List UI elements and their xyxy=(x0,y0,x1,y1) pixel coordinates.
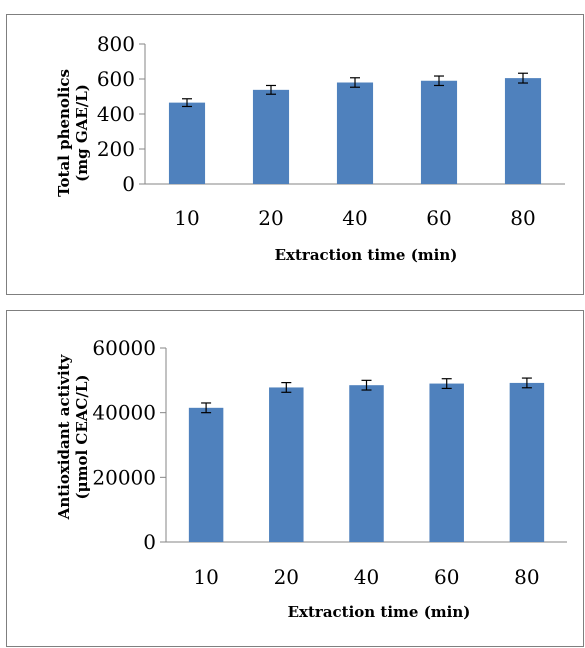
bar xyxy=(421,81,457,184)
y-axis-title-line1: Antioxidant activity xyxy=(55,353,73,520)
y-axis-title-line1: Total phenolics xyxy=(55,69,73,197)
y-tick-label: 600 xyxy=(97,67,135,91)
x-tick-label: 20 xyxy=(258,206,283,230)
bar xyxy=(189,408,223,542)
y-tick-label: 60000 xyxy=(92,336,156,360)
y-tick-label: 800 xyxy=(97,32,135,56)
y-tick-label: 200 xyxy=(97,137,135,161)
bar xyxy=(253,90,289,184)
x-tick-label: 40 xyxy=(354,565,379,589)
x-tick-label: 60 xyxy=(434,565,459,589)
y-tick-label: 20000 xyxy=(92,465,156,489)
y-tick-label: 0 xyxy=(143,530,156,554)
bar xyxy=(337,83,373,185)
y-axis-title-line2: (μmol CEAC/L) xyxy=(73,375,91,500)
x-tick-label: 80 xyxy=(514,565,539,589)
x-axis-title: Extraction time (min) xyxy=(275,246,458,264)
bar xyxy=(169,103,205,184)
chart-panel-antioxidant-activity: Antioxidant activity (μmol CEAC/L) Extra… xyxy=(6,310,584,647)
x-tick-label: 10 xyxy=(174,206,199,230)
y-tick-label: 40000 xyxy=(92,401,156,425)
y-tick-label: 0 xyxy=(122,172,135,196)
x-tick-label: 40 xyxy=(342,206,367,230)
bar xyxy=(505,78,541,184)
x-tick-label: 60 xyxy=(426,206,451,230)
x-axis-title: Extraction time (min) xyxy=(288,603,471,621)
y-tick-label: 400 xyxy=(97,102,135,126)
x-tick-label: 10 xyxy=(193,565,218,589)
x-tick-label: 80 xyxy=(510,206,535,230)
bar xyxy=(510,383,544,542)
bar xyxy=(349,385,383,542)
bar xyxy=(429,384,463,542)
chart-total-phenolics: Total phenolics (mg GAE/L) Extraction ti… xyxy=(7,15,585,296)
chart-antioxidant-activity: Antioxidant activity (μmol CEAC/L) Extra… xyxy=(7,311,585,648)
x-tick-label: 20 xyxy=(274,565,299,589)
bar xyxy=(269,387,303,542)
y-axis-title-line2: (mg GAE/L) xyxy=(73,84,91,182)
chart-panel-total-phenolics: Total phenolics (mg GAE/L) Extraction ti… xyxy=(6,14,584,295)
